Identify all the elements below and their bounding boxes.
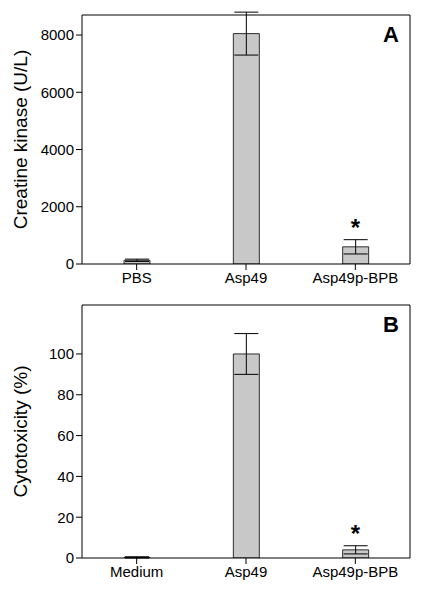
svg-text:Cytotoxicity (%): Cytotoxicity (%) [10,366,31,498]
svg-text:Medium: Medium [110,563,163,580]
html-text:A: A [383,22,399,47]
svg-text:0: 0 [66,549,74,566]
svg-text:80: 80 [57,386,74,403]
svg-text:6000: 6000 [41,84,74,101]
svg-text:4000: 4000 [41,141,74,158]
svg-text:*: * [351,520,361,547]
svg-text:2000: 2000 [41,198,74,215]
svg-text:8000: 8000 [41,26,74,43]
html-text:B: B [383,312,399,337]
svg-text:100: 100 [49,345,74,362]
svg-text:Creatine kinase (U/L): Creatine kinase (U/L) [10,50,31,230]
svg-text:*: * [351,214,361,241]
svg-text:20: 20 [57,509,74,526]
svg-text:Asp49p-BPB: Asp49p-BPB [312,269,398,286]
svg-text:Asp49: Asp49 [225,269,268,286]
svg-text:40: 40 [57,468,74,485]
svg-text:PBS: PBS [122,269,152,286]
svg-text:60: 60 [57,427,74,444]
svg-text:0: 0 [66,255,74,272]
svg-text:Asp49: Asp49 [225,563,268,580]
svg-text:Asp49p-BPB: Asp49p-BPB [312,563,398,580]
